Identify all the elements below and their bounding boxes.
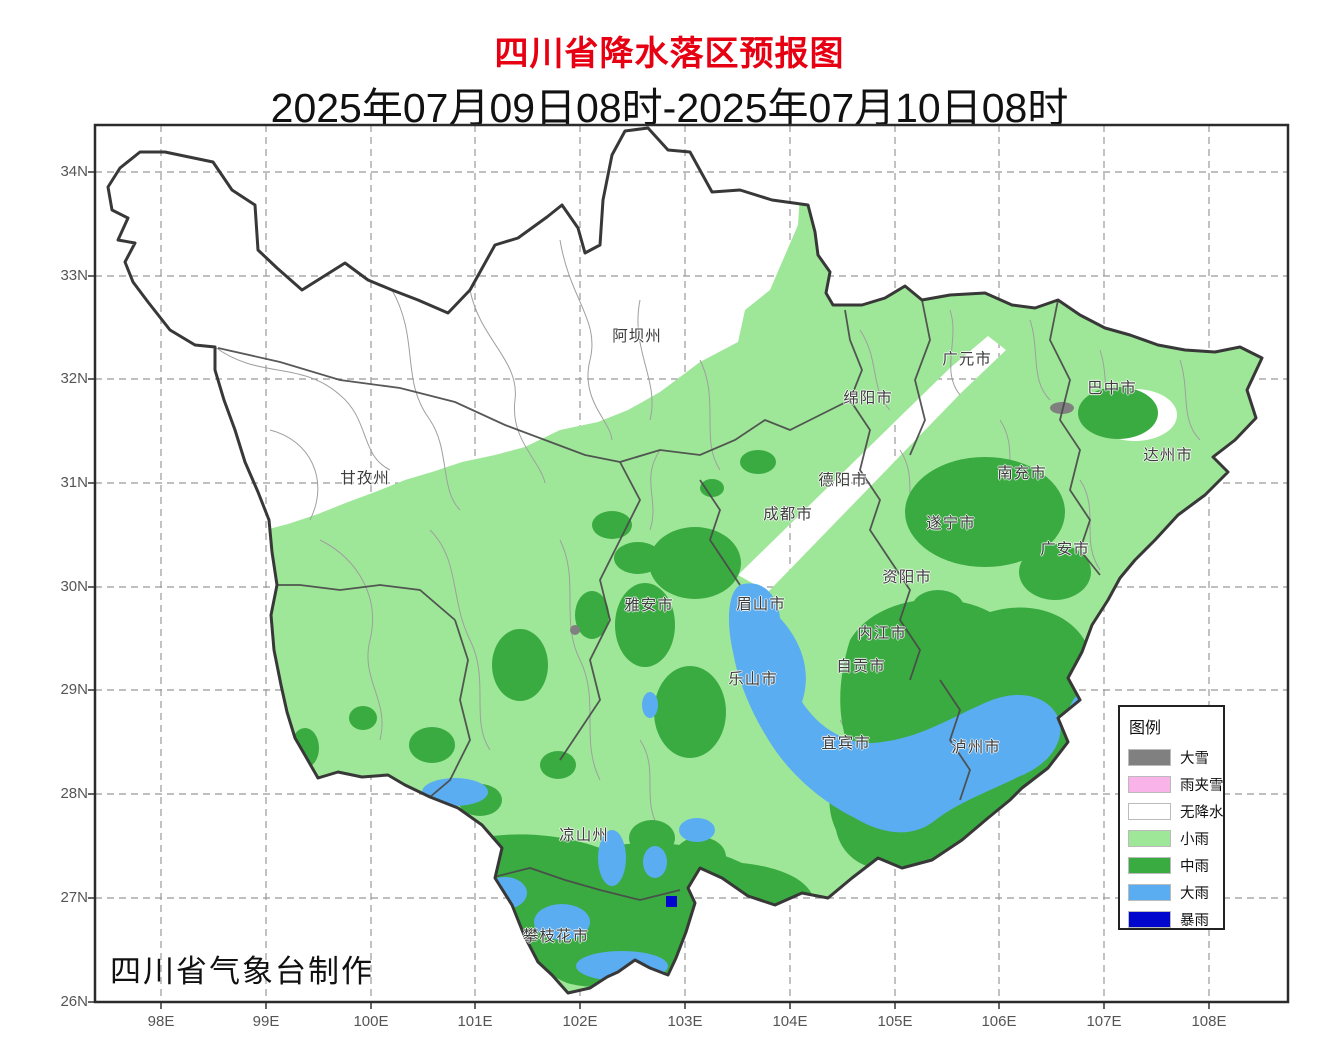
legend-label: 小雨: [1180, 832, 1209, 848]
city-label-德阳市: 德阳市: [818, 472, 868, 489]
legend-item-大雨: 大雨: [1120, 879, 1223, 906]
province-boundary: [106, 126, 1264, 995]
lon-tick-label: 103E: [667, 1013, 703, 1030]
lat-tick-label: 32N: [60, 370, 88, 387]
city-label-巴中市: 巴中市: [1087, 380, 1137, 397]
lon-tick-label: 106E: [981, 1013, 1017, 1030]
legend-item-暴雨: 暴雨: [1120, 906, 1223, 933]
city-label-遂宁市: 遂宁市: [926, 515, 976, 532]
city-label-宜宾市: 宜宾市: [821, 735, 871, 752]
legend-item-雨夹雪: 雨夹雪: [1120, 771, 1224, 798]
legend-swatch: [1128, 911, 1171, 928]
legend-swatch: [1128, 857, 1171, 874]
legend-item-小雨: 小雨: [1120, 825, 1223, 852]
county-boundaries: [214, 239, 1201, 831]
validity-period: 2025年07月09日08时-2025年07月10日08时: [270, 85, 1069, 131]
city-label-眉山市: 眉山市: [736, 596, 786, 613]
legend-rows: 大雪雨夹雪无降水小雨中雨大雨暴雨: [1120, 744, 1224, 933]
legend-swatch: [1128, 803, 1171, 820]
lon-tick-label: 99E: [252, 1013, 280, 1030]
lat-tick-label: 31N: [60, 474, 88, 491]
lat-tick-label: 34N: [60, 163, 88, 180]
city-label-甘孜州: 甘孜州: [340, 470, 390, 487]
lon-tick-label: 101E: [457, 1013, 493, 1030]
city-label-广元市: 广元市: [942, 351, 992, 368]
legend-swatch: [1128, 749, 1171, 766]
heavy-snow-specks: [570, 402, 1074, 635]
city-label-成都市: 成都市: [763, 506, 813, 523]
prefecture-boundaries: [217, 299, 1101, 901]
city-label-广安市: 广安市: [1040, 541, 1090, 558]
city-label-内江市: 内江市: [857, 625, 907, 642]
city-label-乐山市: 乐山市: [728, 671, 778, 688]
legend-label: 暴雨: [1180, 913, 1209, 929]
city-label-南充市: 南充市: [997, 465, 1047, 482]
city-label-绵阳市: 绵阳市: [843, 390, 893, 407]
page-title: 四川省降水落区预报图: [494, 35, 845, 73]
city-label-雅安市: 雅安市: [624, 597, 674, 614]
lon-tick-label: 102E: [562, 1013, 598, 1030]
legend-swatch: [1128, 776, 1171, 793]
legend-label: 大雨: [1180, 886, 1209, 902]
lon-tick-label: 107E: [1086, 1013, 1122, 1030]
lat-tick-label: 29N: [60, 681, 88, 698]
legend-item-大雪: 大雪: [1120, 744, 1223, 771]
lat-tick-label: 28N: [60, 785, 88, 802]
lon-tick-label: 105E: [877, 1013, 913, 1030]
city-label-达州市: 达州市: [1143, 447, 1193, 464]
plot-border: [93, 123, 1290, 1004]
lat-tick-label: 26N: [60, 993, 88, 1010]
legend-label: 无降水: [1180, 805, 1224, 821]
legend-item-无降水: 无降水: [1120, 798, 1224, 825]
lat-tick-label: 30N: [60, 578, 88, 595]
legend-label: 大雪: [1180, 751, 1209, 767]
city-label-阿坝州: 阿坝州: [612, 328, 662, 345]
lon-tick-label: 108E: [1191, 1013, 1227, 1030]
lon-tick-label: 100E: [353, 1013, 389, 1030]
legend-label: 雨夹雪: [1180, 778, 1224, 794]
legend-swatch: [1128, 884, 1171, 901]
legend-swatch: [1128, 830, 1171, 847]
lat-tick-label: 27N: [60, 889, 88, 906]
lon-tick-label: 98E: [147, 1013, 175, 1030]
city-label-自贡市: 自贡市: [836, 658, 886, 675]
city-label-资阳市: 资阳市: [882, 569, 932, 586]
city-label-泸州市: 泸州市: [951, 739, 1001, 756]
producer-credit: 四川省气象台制作: [110, 954, 374, 989]
legend: 图例 大雪雨夹雪无降水小雨中雨大雨暴雨: [1118, 705, 1225, 930]
city-label-凉山州: 凉山州: [559, 827, 609, 844]
legend-title: 图例: [1129, 720, 1162, 737]
no-rain-band-mianyang: [738, 336, 1006, 592]
lat-tick-label: 33N: [60, 267, 88, 284]
legend-label: 中雨: [1180, 859, 1209, 875]
city-label-攀枝花市: 攀枝花市: [522, 928, 589, 945]
legend-item-中雨: 中雨: [1120, 852, 1223, 879]
lon-tick-label: 104E: [772, 1013, 808, 1030]
